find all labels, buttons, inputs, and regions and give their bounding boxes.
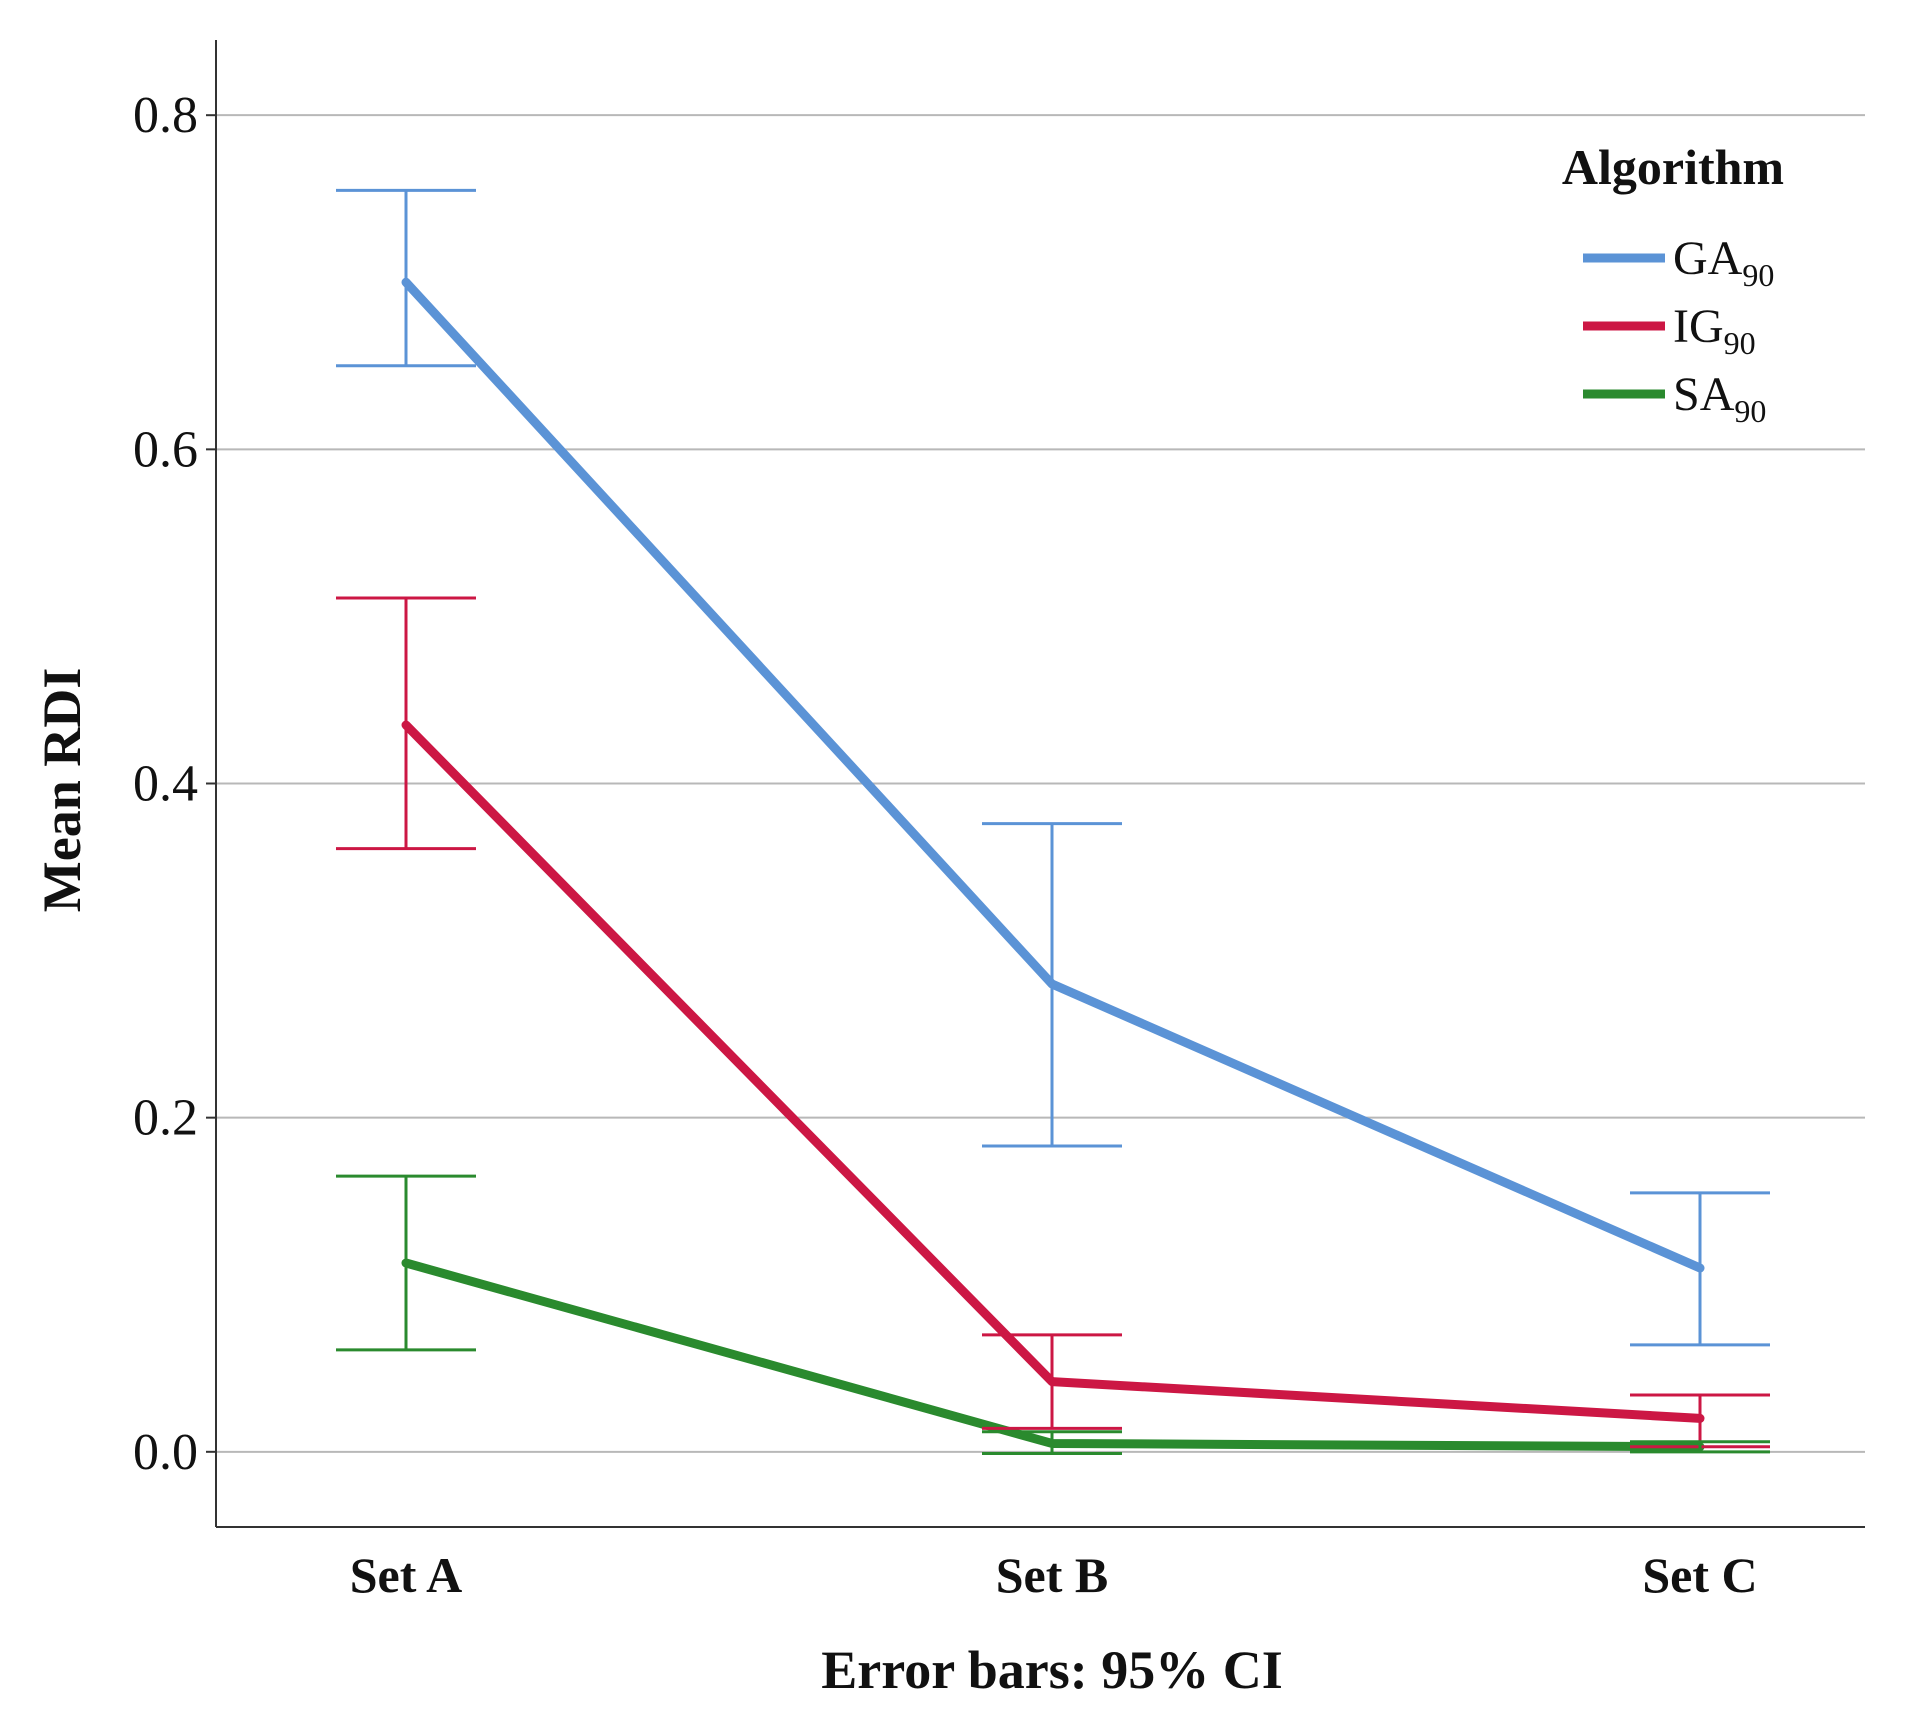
x-tick-label: Set B bbox=[996, 1547, 1109, 1603]
legend-label-main: GA bbox=[1673, 232, 1743, 285]
error-bar-sa90 bbox=[1630, 1440, 1770, 1454]
legend-label-subscript: 90 bbox=[1734, 393, 1766, 429]
error-bar-ig90 bbox=[336, 596, 476, 851]
y-tick-label: 0.2 bbox=[133, 1090, 198, 1147]
y-tick-label: 0.6 bbox=[133, 421, 198, 478]
error-bar-ga90 bbox=[336, 188, 476, 368]
legend-label-subscript: 90 bbox=[1742, 257, 1774, 293]
legend-label: IG90 bbox=[1673, 300, 1756, 361]
error-bar-sa90 bbox=[982, 1430, 1122, 1455]
error-bars bbox=[336, 188, 1770, 1455]
y-tick-label: 0.0 bbox=[133, 1424, 198, 1481]
legend-label-subscript: 90 bbox=[1724, 325, 1756, 361]
legend-item-ig90: IG90 bbox=[1583, 300, 1756, 361]
y-tick-label: 0.4 bbox=[133, 756, 198, 813]
error-bar-ga90 bbox=[1630, 1191, 1770, 1347]
error-bar-ig90 bbox=[982, 1333, 1122, 1430]
x-tick-labels: Set A Set B Set C bbox=[350, 1547, 1758, 1603]
legend-label-main: IG bbox=[1673, 300, 1724, 353]
gridlines bbox=[216, 114, 1865, 1453]
legend-title: Algorithm bbox=[1562, 139, 1784, 195]
error-bar-ga90 bbox=[982, 822, 1122, 1148]
x-axis-title: Error bars: 95% CI bbox=[821, 1640, 1282, 1700]
x-tick-label: Set C bbox=[1642, 1547, 1757, 1603]
y-tick-labels: 0.0 0.2 0.4 0.6 0.8 bbox=[133, 87, 216, 1481]
x-tick-label: Set A bbox=[350, 1547, 463, 1603]
y-tick-label: 0.8 bbox=[133, 87, 198, 144]
error-bar-sa90 bbox=[336, 1174, 476, 1352]
legend-item-ga90: GA90 bbox=[1583, 232, 1774, 293]
error-bar-ig90 bbox=[1630, 1393, 1770, 1449]
legend-label-main: SA bbox=[1673, 368, 1735, 421]
legend-label: SA90 bbox=[1673, 368, 1766, 429]
legend-item-sa90: SA90 bbox=[1583, 368, 1766, 429]
legend-label: GA90 bbox=[1673, 232, 1774, 293]
y-axis-title: Mean RDI bbox=[32, 668, 92, 912]
